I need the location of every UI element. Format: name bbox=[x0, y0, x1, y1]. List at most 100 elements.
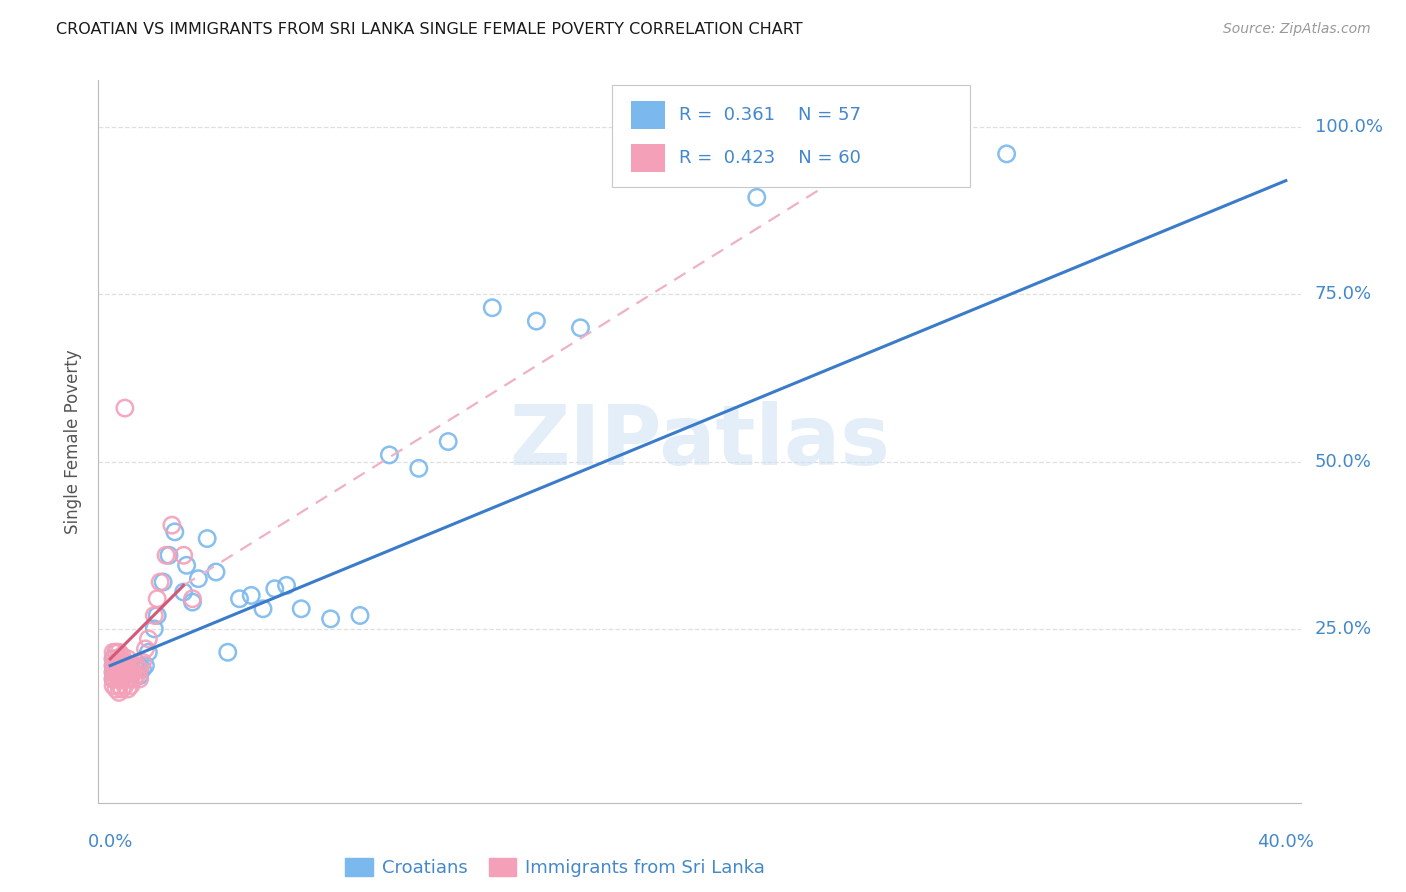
Point bbox=[101, 665, 124, 680]
Point bbox=[117, 652, 139, 666]
Point bbox=[173, 585, 195, 599]
Point bbox=[117, 681, 139, 696]
Legend: Croatians, Immigrants from Sri Lanka: Croatians, Immigrants from Sri Lanka bbox=[339, 850, 772, 884]
Point bbox=[120, 672, 142, 686]
Text: 50.0%: 50.0% bbox=[1315, 452, 1372, 471]
Point bbox=[108, 658, 131, 673]
Point bbox=[108, 655, 131, 669]
Point bbox=[125, 658, 148, 673]
Point bbox=[319, 612, 342, 626]
Point bbox=[163, 524, 186, 539]
Point bbox=[108, 652, 131, 666]
Point bbox=[101, 672, 124, 686]
Point bbox=[111, 672, 134, 686]
Point bbox=[105, 672, 128, 686]
Point bbox=[745, 190, 768, 204]
Point bbox=[108, 662, 131, 676]
Point bbox=[128, 662, 150, 676]
Point bbox=[120, 665, 142, 680]
Point bbox=[120, 665, 142, 680]
Point bbox=[108, 645, 131, 659]
Point bbox=[252, 602, 274, 616]
Point bbox=[143, 622, 166, 636]
Point bbox=[217, 645, 239, 659]
Point bbox=[101, 658, 124, 673]
Point bbox=[125, 662, 148, 676]
Point bbox=[176, 558, 198, 573]
Point bbox=[569, 321, 592, 335]
Text: R =  0.361    N = 57: R = 0.361 N = 57 bbox=[679, 106, 860, 124]
Point bbox=[111, 662, 134, 676]
Point bbox=[111, 665, 134, 680]
Point bbox=[108, 672, 131, 686]
Point bbox=[134, 658, 156, 673]
Point bbox=[122, 672, 145, 686]
Point bbox=[101, 679, 124, 693]
Point bbox=[481, 301, 503, 315]
Point bbox=[105, 665, 128, 680]
Point bbox=[111, 672, 134, 686]
Point bbox=[138, 632, 160, 646]
Text: 0.0%: 0.0% bbox=[87, 833, 132, 851]
Point bbox=[181, 591, 204, 606]
Point bbox=[114, 665, 136, 680]
Point bbox=[120, 658, 142, 673]
Point bbox=[157, 548, 180, 563]
Point bbox=[114, 655, 136, 669]
Point bbox=[114, 672, 136, 686]
Point bbox=[131, 662, 153, 676]
Point bbox=[160, 518, 183, 533]
Point bbox=[108, 665, 131, 680]
Point bbox=[105, 655, 128, 669]
Point bbox=[128, 672, 150, 686]
Text: Source: ZipAtlas.com: Source: ZipAtlas.com bbox=[1223, 22, 1371, 37]
Point bbox=[101, 658, 124, 673]
Point bbox=[128, 669, 150, 683]
Text: 100.0%: 100.0% bbox=[1315, 118, 1384, 136]
Point bbox=[105, 655, 128, 669]
Point bbox=[108, 665, 131, 680]
Text: 40.0%: 40.0% bbox=[1257, 833, 1315, 851]
Point bbox=[205, 565, 228, 579]
Point bbox=[105, 662, 128, 676]
Point bbox=[114, 679, 136, 693]
Y-axis label: Single Female Poverty: Single Female Poverty bbox=[65, 350, 83, 533]
Point bbox=[105, 645, 128, 659]
Point bbox=[117, 672, 139, 686]
Point bbox=[437, 434, 460, 449]
Text: 25.0%: 25.0% bbox=[1315, 620, 1372, 638]
Point bbox=[240, 589, 263, 603]
Point bbox=[108, 665, 131, 680]
Point bbox=[290, 602, 312, 616]
Point bbox=[149, 575, 172, 590]
Point bbox=[105, 665, 128, 680]
Point bbox=[995, 147, 1018, 161]
Point bbox=[114, 655, 136, 669]
Point bbox=[101, 665, 124, 680]
Point bbox=[108, 679, 131, 693]
Point bbox=[120, 658, 142, 673]
Point bbox=[101, 652, 124, 666]
Point bbox=[101, 672, 124, 686]
Point bbox=[877, 153, 900, 168]
Point bbox=[128, 662, 150, 676]
Point bbox=[114, 658, 136, 673]
Point bbox=[111, 648, 134, 663]
Text: CROATIAN VS IMMIGRANTS FROM SRI LANKA SINGLE FEMALE POVERTY CORRELATION CHART: CROATIAN VS IMMIGRANTS FROM SRI LANKA SI… bbox=[56, 22, 803, 37]
Point bbox=[101, 652, 124, 666]
Point bbox=[108, 672, 131, 686]
Point bbox=[117, 665, 139, 680]
Point bbox=[125, 669, 148, 683]
Point bbox=[146, 591, 169, 606]
Point bbox=[138, 645, 160, 659]
Point bbox=[101, 645, 124, 659]
Point bbox=[117, 662, 139, 676]
Point bbox=[173, 548, 195, 563]
Point bbox=[111, 665, 134, 680]
Point bbox=[143, 608, 166, 623]
Point bbox=[122, 658, 145, 673]
Point bbox=[134, 642, 156, 657]
Point bbox=[117, 672, 139, 686]
Point bbox=[105, 658, 128, 673]
Point bbox=[181, 595, 204, 609]
